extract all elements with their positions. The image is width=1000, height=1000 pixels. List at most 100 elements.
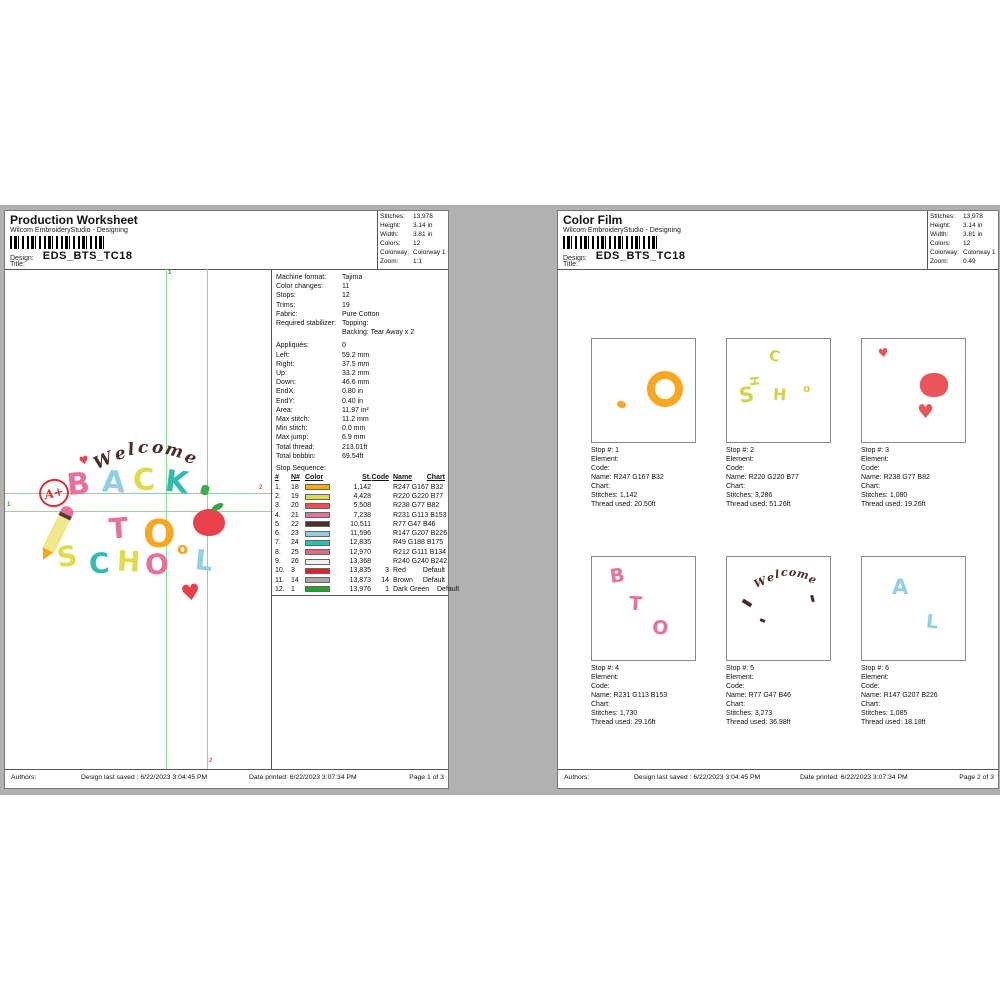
authors-label: Authors: (11, 774, 37, 781)
last-saved-text: Design last saved : 6/22/2023 3:04:45 PM (634, 774, 761, 781)
page-title: Production Worksheet (10, 213, 138, 227)
stitch-heart: ♥ (876, 345, 890, 361)
stop-thumbnail-2: C H S H o (726, 338, 831, 443)
start-marker-label: 1 (168, 270, 172, 276)
stitch-letter: B (608, 564, 626, 588)
thread-color-swatch (305, 484, 330, 491)
thread-color-swatch (305, 530, 330, 537)
detail-row: Max stitch: 11.2 mm (276, 416, 369, 424)
stop-sequence-heading: Stop Sequence: (276, 465, 326, 473)
worksheet-header: Production Worksheet Wilcom EmbroiderySt… (5, 211, 448, 270)
detail-row: Area: 11.97 in² (276, 406, 369, 414)
stitch-letter: l (774, 567, 780, 582)
thread-color-swatch (305, 521, 330, 528)
app-subtitle: Wilcom EmbroideryStudio - Designing (563, 227, 681, 234)
detail-row: Left: 59.2 mm (276, 351, 370, 359)
artwork-letter: H (116, 544, 142, 579)
detail-row: Trims: 19 (276, 301, 350, 309)
production-worksheet-page: Production Worksheet Wilcom EmbroiderySt… (4, 210, 459, 789)
stitch-letter: c (781, 566, 788, 579)
stitch-shape-o (647, 371, 683, 407)
stop-sequence-row: 10. 3 13,835 3 Red Default (275, 567, 445, 575)
artwork-letter: O (144, 547, 170, 582)
thread-color-swatch (305, 502, 330, 509)
detail-row: Min stitch: 0.0 mm (276, 425, 366, 433)
stat-colorway: Colorway: Colorway 1 (930, 249, 996, 256)
detail-row: Total bobbin: 69.54ft (276, 452, 364, 460)
stop-sequence-row: 1. 18 1,142 R247 G167 B32 (275, 483, 444, 491)
start-guide-vertical (166, 269, 167, 770)
stop-sequence-row: 11. 14 13,873 14 Brown Default (275, 576, 445, 584)
page-number: Page 1 of 3 (409, 774, 444, 781)
stop-sequence-row: 9. 26 13,368 R240 G240 B242 (275, 558, 448, 566)
thread-color-swatch (305, 493, 330, 500)
date-printed-text: Date printed: 6/22/2023 3:07:34 PM (800, 774, 908, 781)
stat-height: Height: 3.14 in (930, 222, 983, 229)
design-preview: 1 2 2 1 W e l c o m e B A C K A+ (5, 269, 273, 770)
design-label: Design: (10, 255, 34, 262)
detail-row: Up: 33.2 mm (276, 370, 370, 378)
stitch-letter: e (765, 570, 776, 585)
stop-sequence-header-row: # N# Color St. Code Name Chart (275, 474, 445, 482)
stop-caption-4: Stop #: 4 Element: Code: Name: R231 G113… (591, 665, 668, 726)
page-footer: Authors: Design last saved : 6/22/2023 3… (558, 769, 998, 788)
artwork-letter: m (162, 439, 186, 464)
artwork-letter: c (138, 438, 149, 458)
color-film-header: Color Film Wilcom EmbroideryStudio - Des… (558, 211, 998, 270)
stop-sequence-row: 7. 24 12,835 R49 G188 B175 (275, 539, 444, 547)
stop-thumbnail-1 (591, 338, 696, 443)
stat-width: Width: 3.81 in (930, 231, 983, 238)
thread-color-swatch (305, 539, 330, 546)
detail-row-stabilizer: Required stabilizer: Topping: Backing: T… (276, 320, 415, 337)
artwork-letter: l (126, 439, 136, 461)
stop-sequence-row: 5. 22 10,511 R77 G47 B46 (275, 520, 436, 528)
end-marker-label: 2 (209, 758, 213, 764)
stitch-shape-apple (920, 373, 948, 397)
end-marker-label: 2 (259, 485, 263, 491)
detail-row: Total thread: 213.01ft (276, 443, 368, 451)
stop-caption-6: Stop #: 6 Element: Code: Name: R147 G207… (861, 665, 938, 726)
end-guide-horizontal (5, 493, 273, 494)
design-stats-box: Stitches: 13,978 Height: 3.14 in Width: 3.8… (377, 211, 448, 269)
stat-width: Width: 3.81 in (380, 231, 433, 238)
table-bottom-border (272, 595, 448, 597)
apple-body (193, 509, 225, 536)
page-number: Page 2 of 3 (959, 774, 994, 781)
heart-decoration: ♥ (179, 579, 203, 608)
title-label: Title: (563, 261, 578, 268)
start-guide-horizontal (5, 511, 273, 512)
stop-caption-5: Stop #: 5 Element: Code: Name: R77 G47 B… (726, 665, 791, 726)
stop-sequence-row: 2. 19 4,428 R220 G220 B77 (275, 493, 444, 500)
detail-row: Machine format: Tajima (276, 274, 363, 281)
stitch-letter: W (752, 574, 769, 591)
stop-thumbnail-6: A L (861, 556, 966, 661)
stabilizer-backing: Backing: Tear Away x 2 (342, 329, 415, 337)
design-name: EDS_BTS_TC18 (595, 250, 686, 262)
stop-caption-2: Stop #: 2 Element: Code: Name: R220 G220… (726, 447, 799, 508)
stat-stitches: Stitches: 13,978 (380, 213, 433, 220)
stop-sequence-row: 3. 20 5,508 R238 G77 B82 (275, 502, 440, 510)
last-saved-text: Design last saved : 6/22/2023 3:04:45 PM (81, 774, 208, 781)
artwork-letter: o (177, 539, 188, 558)
stitch-letter: S (737, 382, 756, 408)
artwork-letter: A (101, 464, 127, 501)
stop-caption-1: Stop #: 1 Element: Code: Name: R247 G167… (591, 447, 664, 508)
start-marker-label: 1 (7, 502, 11, 508)
stitch-shape-blob (616, 399, 627, 410)
stitch-mark (741, 598, 753, 608)
design-label: Design: (563, 255, 587, 262)
stop-caption-3: Stop #: 3 Element: Code: Name: R238 G77 … (861, 447, 930, 508)
thread-color-swatch (305, 577, 330, 584)
thread-color-swatch (305, 549, 330, 556)
artwork-letter: C (88, 546, 111, 581)
stitch-mark (810, 594, 815, 603)
stitch-letter: T (628, 592, 643, 616)
detail-row: Fabric: Pure Cotton (276, 310, 380, 318)
stitch-letter: e (806, 572, 819, 587)
stitch-letter: A (892, 575, 909, 599)
stat-colorway: Colorway: Colorway 1 (380, 249, 446, 256)
detail-row: Down: 46.6 mm (276, 379, 370, 387)
stop-sequence-row: 6. 23 11,596 R147 G207 B226 (275, 530, 448, 538)
authors-label: Authors: (564, 774, 590, 781)
